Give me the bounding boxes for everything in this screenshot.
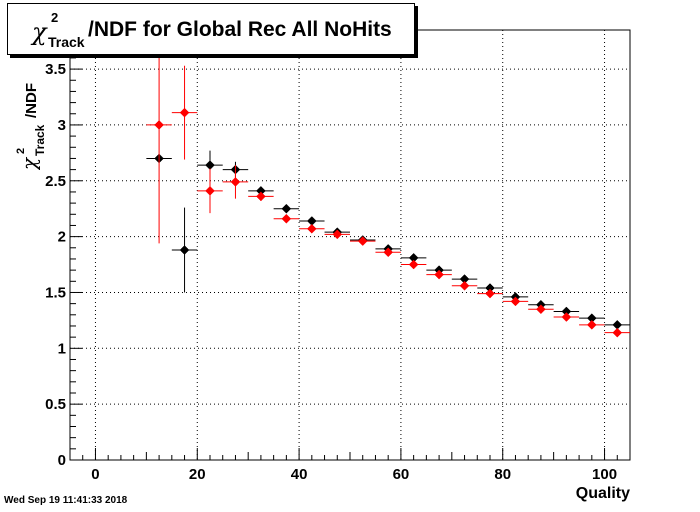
title-superscript: 2 bbox=[51, 10, 59, 25]
data-point bbox=[332, 229, 343, 240]
data-point bbox=[459, 280, 470, 291]
data-point bbox=[434, 269, 444, 280]
y-tick-label: 0.5 bbox=[45, 396, 66, 413]
data-point bbox=[179, 245, 190, 255]
data-point bbox=[205, 160, 215, 170]
y-tick-label: 3.5 bbox=[45, 61, 66, 78]
data-point bbox=[205, 185, 215, 196]
ylabel-superscript: 2 bbox=[15, 148, 27, 154]
data-point bbox=[230, 177, 241, 187]
data-point bbox=[281, 213, 292, 224]
data-point bbox=[510, 296, 521, 307]
data-point bbox=[383, 247, 394, 258]
data-point bbox=[256, 191, 266, 202]
data-point bbox=[281, 203, 292, 214]
tick-labels: 0 20 40 60 80 100 0 0.5 1 1.5 2 2.5 3 3.5 bbox=[45, 61, 617, 483]
x-axis-label: Quality bbox=[575, 485, 630, 502]
data-point bbox=[586, 320, 597, 330]
data-point bbox=[561, 312, 572, 322]
chart-title: /NDF for Global Rec All NoHits bbox=[88, 18, 392, 41]
x-tick-label: 100 bbox=[592, 466, 617, 483]
data-point bbox=[408, 259, 419, 270]
data-point bbox=[612, 327, 623, 338]
y-tick-label: 1 bbox=[58, 340, 66, 357]
series-red bbox=[146, 30, 630, 338]
ylabel-chi: χ bbox=[17, 156, 41, 170]
x-tick-label: 20 bbox=[189, 466, 206, 483]
y-tick-label: 1.5 bbox=[45, 284, 66, 301]
title-subscript: Track bbox=[48, 34, 85, 50]
data-point bbox=[357, 236, 368, 246]
data-point bbox=[179, 107, 190, 118]
data-marks bbox=[146, 30, 630, 338]
y-tick-label: 0 bbox=[58, 452, 66, 469]
y-tick-label: 3 bbox=[58, 117, 66, 134]
data-point bbox=[154, 120, 164, 130]
data-point bbox=[485, 288, 495, 299]
series-black bbox=[146, 150, 630, 330]
y-tick-label: 2 bbox=[58, 229, 66, 246]
ylabel-ndf: /NDF bbox=[23, 83, 40, 118]
plot-frame bbox=[69, 29, 631, 461]
timestamp: Wed Sep 19 11:41:33 2018 bbox=[4, 495, 128, 506]
data-point bbox=[536, 304, 546, 315]
title-chi-symbol: χ bbox=[32, 18, 47, 46]
x-tick-label: 80 bbox=[494, 466, 511, 483]
y-tick-label: 2.5 bbox=[45, 173, 66, 190]
grid-lines bbox=[70, 30, 630, 460]
x-tick-label: 40 bbox=[291, 466, 308, 483]
ylabel-subscript: Track bbox=[33, 124, 45, 156]
x-tick-label: 0 bbox=[91, 466, 99, 483]
data-point bbox=[306, 223, 317, 234]
plot-border bbox=[69, 29, 631, 461]
y-axis-label: χ 2 Track /NDF bbox=[15, 83, 45, 170]
chart-title-box: χ 2 Track /NDF for Global Rec All NoHits bbox=[7, 3, 415, 55]
axis-ticks bbox=[69, 23, 631, 461]
x-tick-label: 60 bbox=[393, 466, 410, 483]
